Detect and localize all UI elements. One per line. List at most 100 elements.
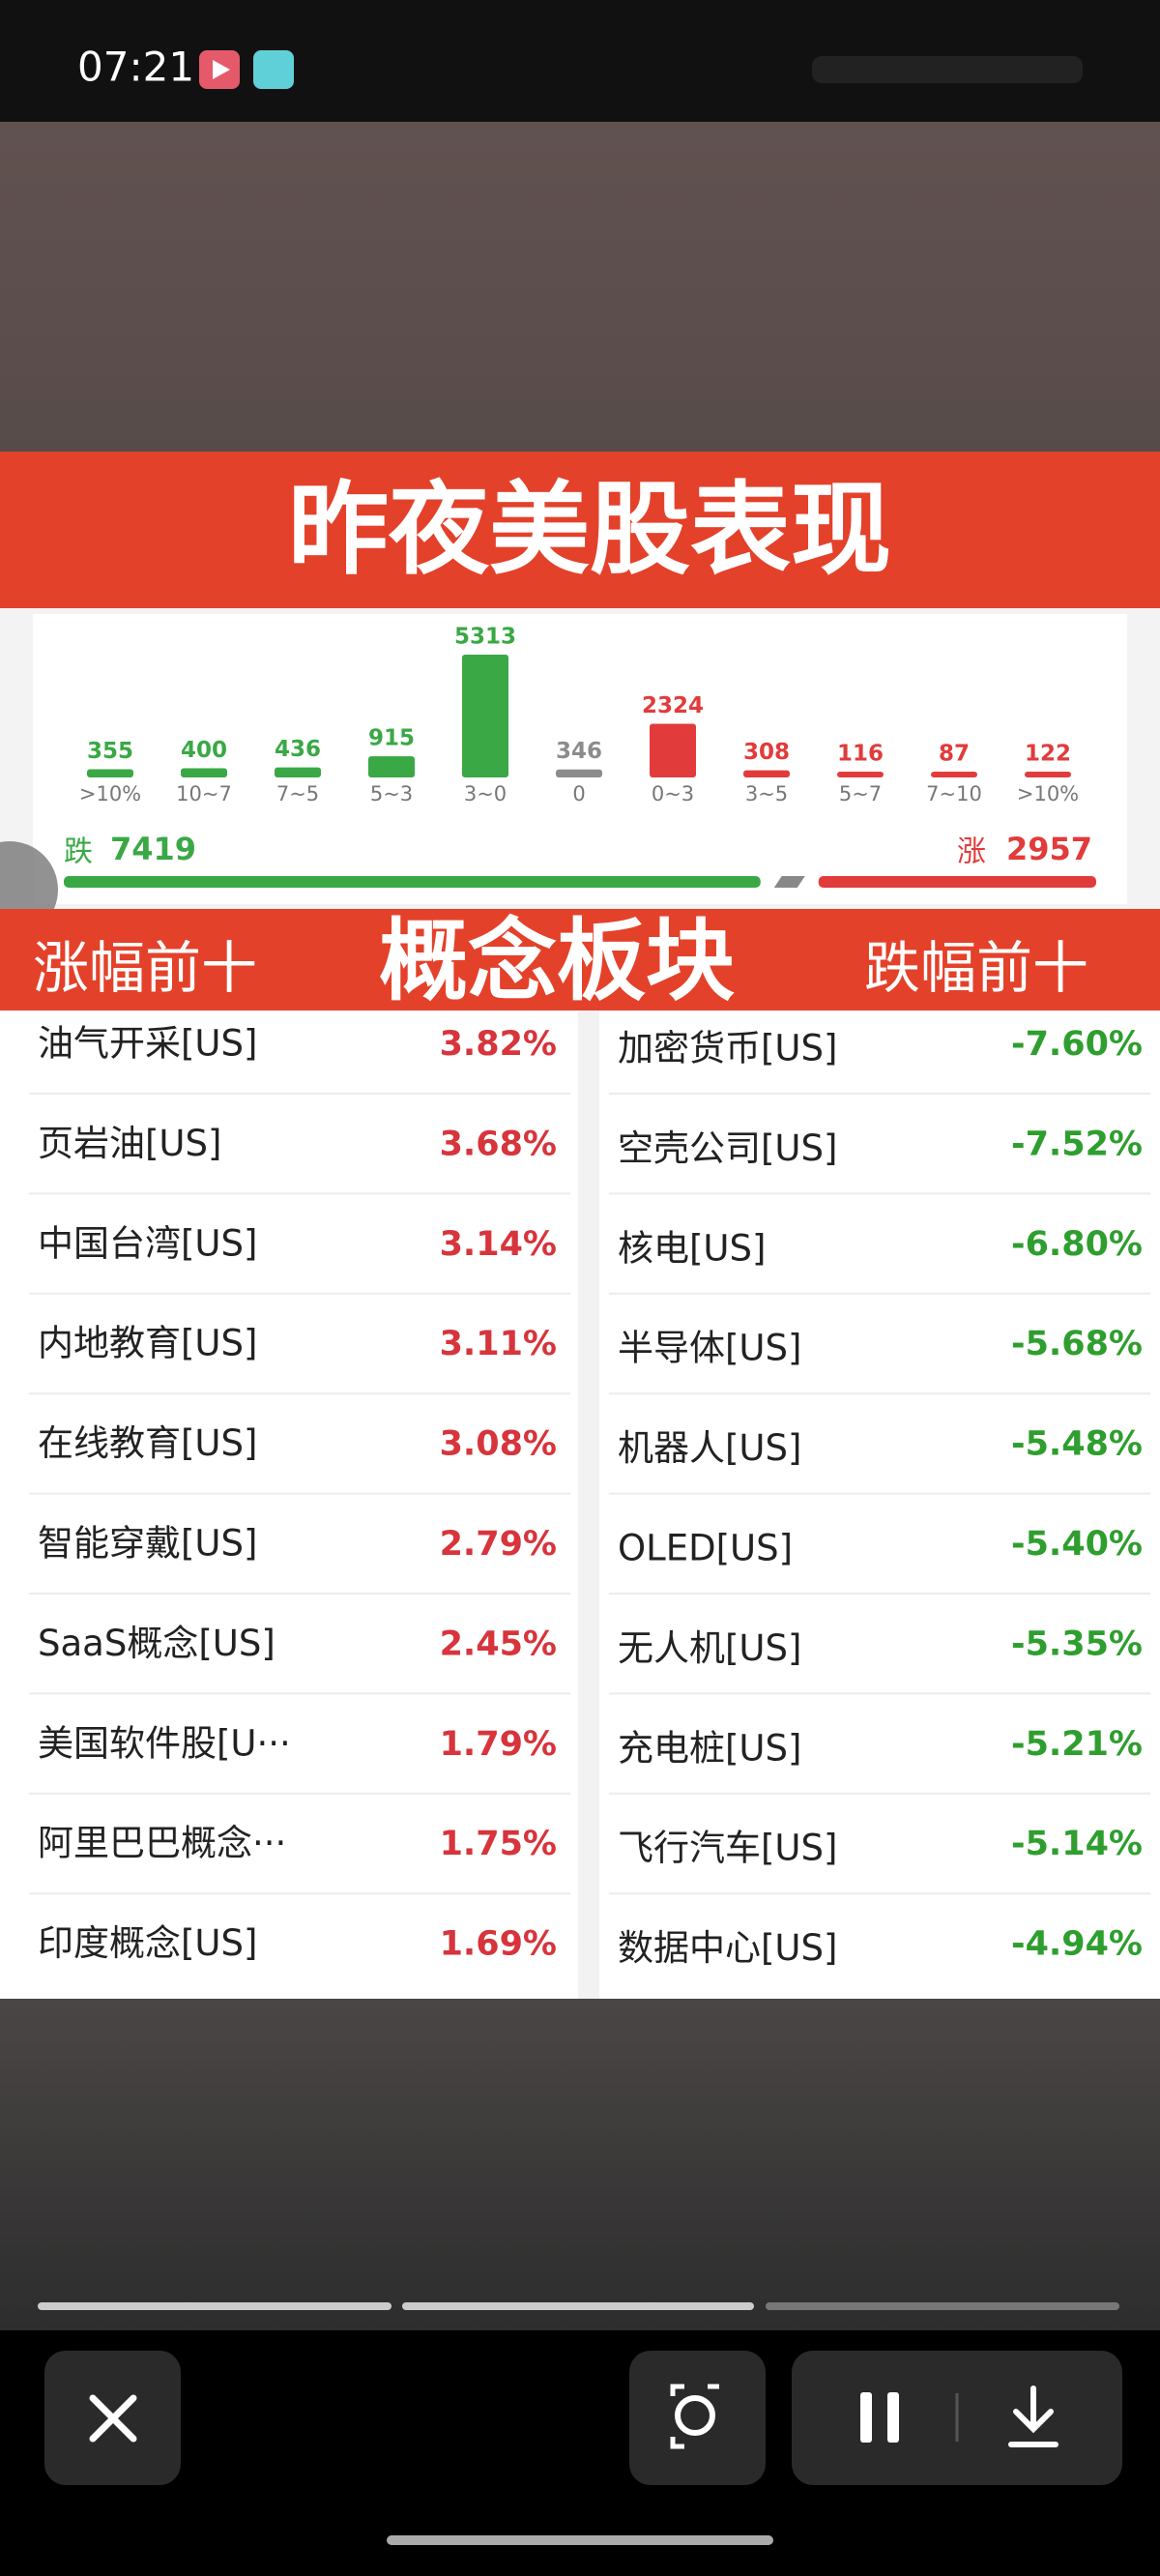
gap-mark <box>773 876 805 888</box>
category-label: 7~10 <box>926 782 982 805</box>
progress <box>38 2302 392 2310</box>
status-icons <box>812 56 1083 83</box>
rise-label: 涨 <box>957 835 986 869</box>
scan-icon <box>670 2384 719 2449</box>
image-bottom <box>0 1999 1160 2330</box>
fall-bar <box>64 876 761 888</box>
category-label: 0 <box>572 782 585 805</box>
concept-name: 美国软件股[U··· <box>38 1722 291 1764</box>
value-label: 915 <box>368 726 415 751</box>
category-label: 3~0 <box>464 782 507 805</box>
concept-change: 1.75% <box>440 1825 557 1863</box>
banner-title: 昨夜美股表现 <box>288 470 891 588</box>
section-center: 概念板块 <box>379 909 735 1012</box>
download-button[interactable] <box>1008 2386 1058 2447</box>
concept-name: 印度概念[US] <box>38 1922 257 1964</box>
concept-name: 空壳公司[US] <box>618 1127 837 1169</box>
concept-change: 3.08% <box>440 1425 557 1464</box>
bar <box>650 723 696 777</box>
category-label: 5~3 <box>370 782 413 805</box>
section-left: 涨幅前十 <box>33 935 257 1001</box>
table: 油气开采[US] 3.82% 加密货币[US] -7.60% 页岩油[US] 3.68% 空… <box>29 1023 1150 1969</box>
concept-name: 加密货币[US] <box>618 1028 837 1069</box>
concept-name: 数据中心[US] <box>618 1927 837 1969</box>
concept-name: 智能穿戴[US] <box>38 1523 257 1565</box>
pause-button <box>887 2392 899 2443</box>
bar <box>837 772 884 777</box>
fall-label: 跌 <box>64 835 93 869</box>
value-label: 2324 <box>642 693 704 718</box>
scan-icon <box>675 2395 715 2436</box>
scan-button[interactable] <box>629 2351 766 2485</box>
concept-name: 内地教育[US] <box>38 1323 257 1364</box>
concept-change: -5.14% <box>1011 1825 1143 1863</box>
column-gap <box>578 1010 599 1999</box>
fall-count: 7419 <box>110 831 196 867</box>
bar <box>275 767 321 777</box>
title-banner <box>0 452 1160 608</box>
category-label: 10~7 <box>176 782 232 805</box>
concept-name: 半导体[US] <box>618 1328 801 1369</box>
concept-change: -6.80% <box>1011 1225 1143 1264</box>
value-label: 116 <box>837 742 884 767</box>
concept-name: 中国台湾[US] <box>38 1222 257 1264</box>
rise-bar <box>818 876 1096 888</box>
concept-name: 在线教育[US] <box>38 1422 257 1464</box>
bar <box>931 772 977 777</box>
bar <box>181 768 227 777</box>
value-label: 400 <box>181 738 227 763</box>
chart-panel <box>33 614 1127 904</box>
category-label: 5~7 <box>839 782 882 805</box>
category-label: 0~3 <box>652 782 694 805</box>
category-label: >10% <box>1017 782 1079 805</box>
category-label: >10% <box>79 782 141 805</box>
concept-change: 1.69% <box>440 1925 557 1964</box>
concept-name: 油气开采[US] <box>38 1023 257 1065</box>
progress <box>766 2302 1119 2310</box>
category-label: 7~5 <box>276 782 319 805</box>
concept-change: 3.82% <box>440 1025 557 1064</box>
close-icon <box>89 2394 137 2443</box>
progress <box>402 2302 754 2310</box>
concept-change: -7.52% <box>1011 1125 1143 1163</box>
concept-change: -5.68% <box>1011 1325 1143 1363</box>
concept-name: 阿里巴巴概念··· <box>38 1823 286 1864</box>
value-label: 87 <box>939 742 970 767</box>
bar <box>462 655 508 777</box>
value-label: 346 <box>556 739 602 764</box>
icon-glyph <box>213 60 230 79</box>
home-indicator <box>387 2535 773 2545</box>
bar <box>1025 772 1071 777</box>
concept-change: 3.14% <box>440 1225 557 1264</box>
concept-name: OLED[US] <box>618 1528 793 1569</box>
concept-name: 无人机[US] <box>618 1627 801 1669</box>
concept-change: -5.40% <box>1011 1525 1143 1564</box>
section-banner <box>0 909 1160 1010</box>
concept-change: 1.79% <box>440 1725 557 1764</box>
value-label: 5313 <box>454 625 516 650</box>
concept-change: 3.68% <box>440 1125 557 1163</box>
value-label: 436 <box>275 737 321 762</box>
concept-change: 2.45% <box>440 1625 557 1663</box>
time: 07:21 <box>77 44 194 91</box>
concept-change: 2.79% <box>440 1525 557 1564</box>
pause-button[interactable] <box>860 2392 872 2443</box>
concept-name: 机器人[US] <box>618 1427 801 1469</box>
concept-name: SaaS概念[US] <box>38 1623 276 1664</box>
concept-change: -5.21% <box>1011 1725 1143 1764</box>
chart: 355 >10% 400 10~7 436 7~5 915 5~3 5313 3~0 346 0 232… <box>64 625 1096 888</box>
section-right: 跌幅前十 <box>864 935 1088 1001</box>
value-label: 355 <box>87 739 133 764</box>
rise-count: 2957 <box>1006 831 1092 867</box>
concept-change: 3.11% <box>440 1325 557 1363</box>
concept-change: -7.60% <box>1011 1025 1143 1064</box>
concept-name: 飞行汽车[US] <box>618 1828 837 1869</box>
image-top <box>0 122 1160 452</box>
app-icon <box>253 50 294 89</box>
concept-change: -4.94% <box>1011 1925 1143 1964</box>
bar <box>368 756 415 777</box>
concept-name: 页岩油[US] <box>38 1123 221 1164</box>
concept-name: 充电桩[US] <box>618 1727 801 1769</box>
